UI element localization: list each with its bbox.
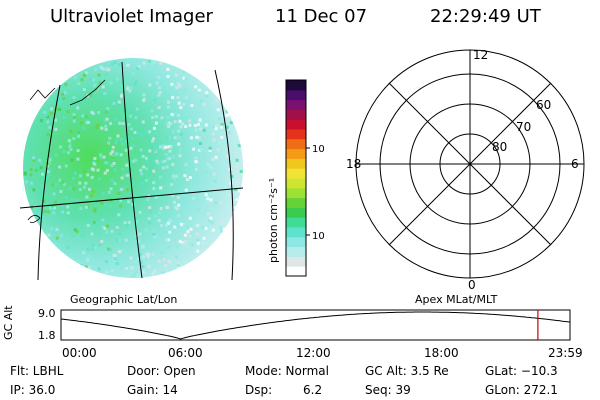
colorbar-segment xyxy=(286,266,306,277)
colorbar-segment xyxy=(286,158,306,169)
time-label: 22:29:49 UT xyxy=(430,6,541,27)
mode-info: Mode: Normal xyxy=(245,364,329,378)
uv-image-panel xyxy=(19,58,244,281)
colorbar-segment xyxy=(286,80,306,91)
apex-title: Apex MLat/MLT xyxy=(415,293,498,306)
colorbar-unit-label: photon cm⁻²s⁻¹ xyxy=(267,178,280,263)
colorbar-segment xyxy=(286,178,306,189)
mlat-label-80: 80 xyxy=(492,140,507,154)
colorbar-segment xyxy=(286,207,306,218)
colorbar-segment xyxy=(286,129,306,140)
glon-info: GLon: 272.1 xyxy=(485,383,558,397)
colorbar-segment xyxy=(286,236,306,248)
ip-info: IP: 36.0 xyxy=(10,383,56,397)
colorbar-segment xyxy=(286,227,306,238)
dsp-label: Dsp: xyxy=(245,383,273,397)
mlt-label-0: 0 xyxy=(468,278,476,292)
gc-alt-axis-label: GC Alt xyxy=(2,305,15,340)
lat-lon-grid xyxy=(19,61,244,281)
colorbar-segment xyxy=(286,187,306,199)
filter-info: Flt: LBHL xyxy=(10,364,64,378)
colorbar-segment xyxy=(286,168,306,179)
mlt-label-12: 12 xyxy=(473,48,488,62)
mlat-label-60: 60 xyxy=(536,98,551,112)
mlt-label-6: 6 xyxy=(571,157,579,171)
colorbar-segment xyxy=(286,119,306,130)
colorbar-tick-10: 10 xyxy=(312,231,324,242)
orbit-timeline xyxy=(60,309,571,341)
colorbar-segment xyxy=(286,256,306,267)
colorbar-segment xyxy=(286,138,306,150)
gc-alt-tick-1-8: 1.8 xyxy=(38,329,56,342)
altitude-curve xyxy=(60,311,571,340)
instrument-title: Ultraviolet Imager xyxy=(50,6,213,27)
colorbar-segment xyxy=(286,89,306,101)
colorbar-segment xyxy=(286,99,306,110)
gain-info: Gain: 14 xyxy=(127,383,178,397)
door-info: Door: Open xyxy=(127,364,196,378)
colorbar-segment xyxy=(286,246,306,257)
glat-info: GLat: −10.3 xyxy=(485,364,558,378)
time-tick-1200: 12:00 xyxy=(296,346,331,360)
gc-alt-info: GC Alt: 3.5 Re xyxy=(365,364,449,378)
colorbar-tick-100: 100 xyxy=(312,144,324,155)
time-tick-2359: 23:59 xyxy=(548,346,583,360)
polar-plot: 12 18 6 0 60 70 80 xyxy=(346,48,585,292)
gc-alt-tick-9: 9.0 xyxy=(38,307,56,320)
dsp-value: 6.2 xyxy=(303,383,323,397)
colorbar: 100 10 photon cm⁻²s⁻¹ xyxy=(267,79,324,277)
mlat-label-70: 70 xyxy=(516,120,531,134)
mlt-label-18: 18 xyxy=(346,157,361,171)
date-label: 11 Dec 07 xyxy=(275,6,368,27)
time-tick-0000: 00:00 xyxy=(62,346,97,360)
colorbar-segment xyxy=(286,109,306,120)
geographic-title: Geographic Lat/Lon xyxy=(70,293,178,306)
earth-disk xyxy=(23,58,243,278)
colorbar-segment xyxy=(286,217,306,228)
time-tick-0600: 06:00 xyxy=(168,346,203,360)
time-tick-1800: 18:00 xyxy=(424,346,459,360)
colorbar-segment xyxy=(286,197,306,208)
colorbar-segment xyxy=(286,148,306,159)
seq-info: Seq: 39 xyxy=(365,383,411,397)
